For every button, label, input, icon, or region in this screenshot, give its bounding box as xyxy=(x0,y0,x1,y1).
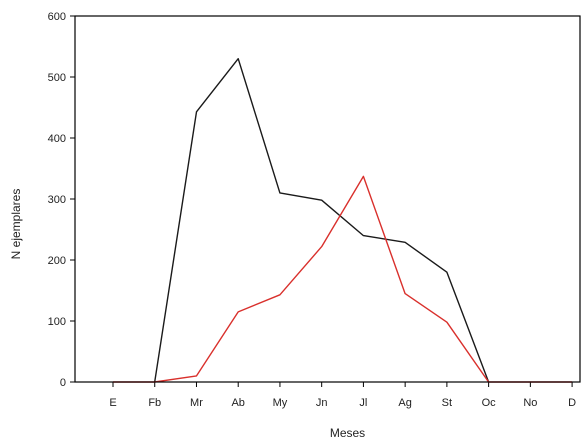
y-tick-label: 400 xyxy=(48,133,66,145)
x-tick-label: Fb xyxy=(148,397,161,409)
x-tick-label: Ab xyxy=(231,397,244,409)
x-tick-label: No xyxy=(523,397,537,409)
y-tick-label: 100 xyxy=(48,316,66,328)
x-tick-label: Mr xyxy=(190,397,203,409)
y-axis-ticks: 0 100 200 300 400 500 600 xyxy=(48,11,75,389)
x-tick-label: Oc xyxy=(482,397,497,409)
x-axis-ticks: E Fb Mr Ab My Jn Jl Ag St Oc No D xyxy=(109,382,576,409)
x-tick-label: Jn xyxy=(316,397,328,409)
x-tick-label: Jl xyxy=(359,397,367,409)
y-tick-label: 500 xyxy=(48,72,66,84)
y-tick-label: 300 xyxy=(48,194,66,206)
x-tick-label: St xyxy=(442,397,452,409)
x-tick-label: Ag xyxy=(398,397,411,409)
y-tick-label: 0 xyxy=(60,377,66,389)
y-axis-title: N ejemplares xyxy=(9,189,23,260)
x-tick-label: E xyxy=(109,397,116,409)
x-axis-title: Meses xyxy=(330,426,365,440)
y-tick-label: 600 xyxy=(48,11,66,23)
y-tick-label: 200 xyxy=(48,255,66,267)
plot-frame xyxy=(74,15,581,383)
x-tick-label: My xyxy=(273,397,288,409)
x-tick-label: D xyxy=(568,397,576,409)
series-line-1 xyxy=(154,58,490,383)
